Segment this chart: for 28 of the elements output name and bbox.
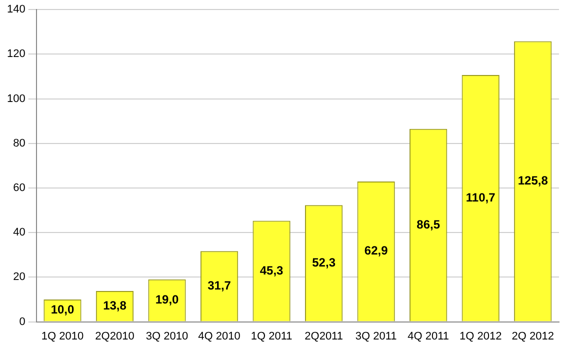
data-label: 45,3 — [260, 263, 284, 278]
data-label: 13,8 — [103, 298, 127, 312]
y-tick-label: 40 — [13, 226, 26, 239]
y-tick-label: 20 — [13, 271, 26, 284]
data-label: 125,8 — [518, 174, 548, 188]
y-tick-label: 0 — [19, 316, 26, 328]
y-tick-label: 140 — [6, 4, 26, 16]
x-tick-label: 1Q 2010 — [41, 330, 84, 342]
data-label: 31,7 — [208, 278, 232, 293]
x-tick-label: 1Q 2011 — [250, 330, 292, 342]
data-label: 19,0 — [155, 292, 180, 307]
x-tick-label: 4Q 2010 — [198, 330, 240, 342]
x-tick-label: 2Q2011 — [304, 330, 343, 342]
data-label: 52,3 — [312, 256, 336, 270]
data-label: 86,5 — [416, 217, 440, 232]
x-tick-label: 3Q 2011 — [355, 330, 397, 342]
x-tick-label: 3Q 2010 — [146, 330, 188, 342]
data-label: 110,7 — [466, 190, 496, 204]
data-label: 10,0 — [50, 302, 74, 317]
y-tick-label: 100 — [6, 92, 26, 105]
x-tick-label: 2Q 2012 — [512, 330, 554, 342]
y-tick-label: 80 — [13, 137, 26, 150]
x-tick-label: 1Q 2012 — [460, 330, 502, 342]
data-label: 62,9 — [364, 244, 388, 258]
x-tick-label: 2Q2010 — [95, 330, 134, 342]
y-tick-label: 120 — [6, 48, 26, 60]
y-tick-label: 60 — [13, 182, 26, 194]
x-tick-label: 4Q 2011 — [408, 330, 450, 342]
